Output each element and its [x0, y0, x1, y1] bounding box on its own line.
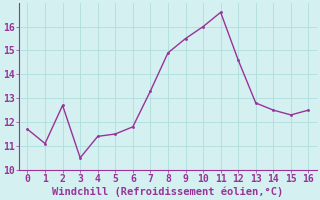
X-axis label: Windchill (Refroidissement éolien,°C): Windchill (Refroidissement éolien,°C)	[52, 187, 284, 197]
